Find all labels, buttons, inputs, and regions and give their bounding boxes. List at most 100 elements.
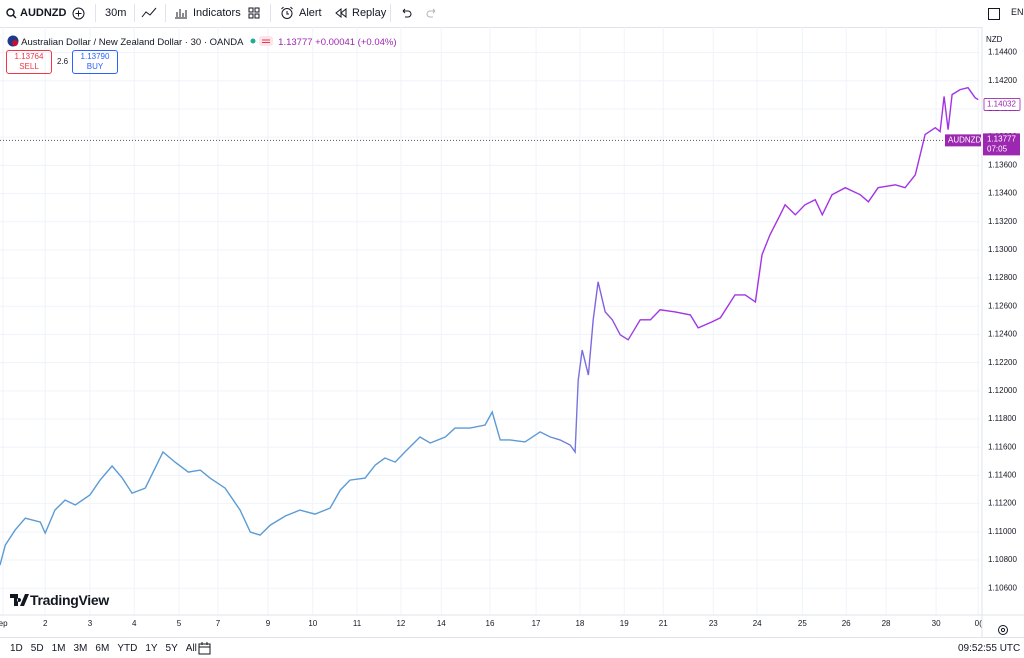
search-icon[interactable] [6,8,17,19]
legend: Australian Dollar / New Zealand Dollar ·… [7,35,397,48]
sell-price: 1.13764 [14,52,44,61]
x-tick-label: 12 [396,619,405,628]
range-button[interactable]: 5Y [165,643,178,654]
y-tick-label: 1.12000 [988,386,1017,395]
symbol-label-box [945,134,981,147]
buy-label: BUY [86,62,104,71]
x-tick-label: 11 [353,619,362,628]
countdown: 07:05 [987,144,1008,153]
x-tick-label: 18 [575,619,584,628]
y-tick-label: 1.11800 [988,414,1017,423]
separator [134,4,135,22]
sell-button[interactable]: 1.13764 SELL [6,50,52,74]
x-tick-label: 14 [437,619,446,628]
y-tick-label: 1.10800 [988,555,1017,564]
flag-icon [7,35,19,47]
fullscreen-icon[interactable] [988,8,1000,20]
x-tick-label: 23 [709,619,718,628]
separator [165,4,166,22]
logo-text: TradingView [30,592,109,608]
y-tick-label: 1.11400 [988,471,1017,480]
high-label: 1.14032 [987,100,1016,109]
buy-button[interactable]: 1.13790 BUY [72,50,118,74]
y-tick-label: 1.12400 [988,330,1017,339]
y-tick-label: 1.13400 [988,189,1017,198]
x-tick-label: 19 [620,619,629,628]
x-tick-label: 3 [88,619,93,628]
logo: TradingView [10,592,109,608]
x-tick-label: 4 [132,619,137,628]
change: +0.00041 (+0.04%) [315,37,397,48]
range-button[interactable]: 5D [30,643,44,654]
indicators-icon[interactable] [174,6,188,19]
language[interactable]: ENI [1011,7,1024,17]
price-axis [982,27,1024,637]
range-button[interactable]: 6M [95,643,110,654]
y-tick-label: 1.12800 [988,273,1017,282]
undo-icon[interactable] [400,8,412,18]
x-tick-label: 28 [882,619,891,628]
y-tick-label: 1.10600 [988,583,1017,592]
range-button[interactable]: All [185,643,197,654]
separator [390,4,391,22]
y-tick-label: 1.12200 [988,358,1017,367]
chart: 1.10600 1.10800 1.11000 1.11200 1.11400 1.116… [0,27,1024,637]
bottom-bar: 1D 5D 1M 3M 6M YTD 1Y 5Y All 09:52:55 UTC [0,625,1024,658]
separator [270,4,271,22]
range-button[interactable]: YTD [117,643,138,654]
alert[interactable]: Alert [299,7,322,19]
last-price: 1.13777 [278,37,313,48]
y-tick-label: 1.11000 [988,527,1017,536]
x-tick-label: 16 [486,619,495,628]
range-button[interactable]: 1Y [145,643,158,654]
y-tick-label: 1.13000 [988,245,1017,254]
buy-price: 1.13790 [80,52,110,61]
x-tick-label: 30 [932,619,941,628]
range-button[interactable]: 1M [51,643,66,654]
range-button[interactable]: 3M [73,643,88,654]
symbol[interactable]: AUDNZD [20,7,67,19]
toolbar: AUDNZD 30m Indicators Alert Replay ENI [0,0,1024,28]
y-tick-label: 1.11200 [988,499,1017,508]
x-tick-label: 26 [842,619,851,628]
date-range-icon[interactable] [198,642,211,655]
x-tick-label: 5 [177,619,182,628]
settings-icon[interactable] [997,624,1009,636]
layouts-icon[interactable] [248,7,260,19]
x-tick-label: 7 [216,619,221,628]
chart-type-icon[interactable] [141,7,157,19]
x-tick-label: 17 [532,619,541,628]
replay-icon[interactable] [335,8,347,18]
range-button[interactable]: 1D [10,643,23,654]
x-tick-label: 2 [43,619,48,628]
indicators[interactable]: Indicators [193,7,241,19]
last-price-box [983,133,1020,156]
instrument-name: Australian Dollar / New Zealand Dollar ·… [21,37,243,48]
x-tick-label: 0( [975,619,982,628]
x-tick-label: 10 [308,619,317,628]
currency[interactable]: NZD [986,35,1003,44]
replay[interactable]: Replay [352,7,387,19]
y-tick-label: 1.11600 [988,442,1017,451]
status-icons [250,36,273,46]
separator [95,4,96,22]
interval[interactable]: 30m [105,7,127,19]
compare-icon[interactable] [72,7,85,20]
ranges: 1D 5D 1M 3M 6M YTD 1Y 5Y All [10,643,205,654]
y-tick-label: 1.12600 [988,301,1017,310]
sell-label: SELL [19,62,39,71]
last-price-label: 1.13777 [987,134,1016,143]
x-tick-label: 25 [798,619,807,628]
high-label-box [983,98,1021,111]
price-line [0,86,979,566]
symbol-label: AUDNZD [948,135,982,144]
y-tick-label: 1.14200 [988,76,1017,85]
x-tick-label: 9 [266,619,271,628]
spread: 2.6 [57,57,69,66]
logo-icon [10,594,29,606]
clock: 09:52:55 UTC [958,643,1021,654]
alert-icon[interactable] [280,6,294,20]
redo-icon[interactable] [426,8,438,18]
x-tick-label: 21 [659,619,668,628]
